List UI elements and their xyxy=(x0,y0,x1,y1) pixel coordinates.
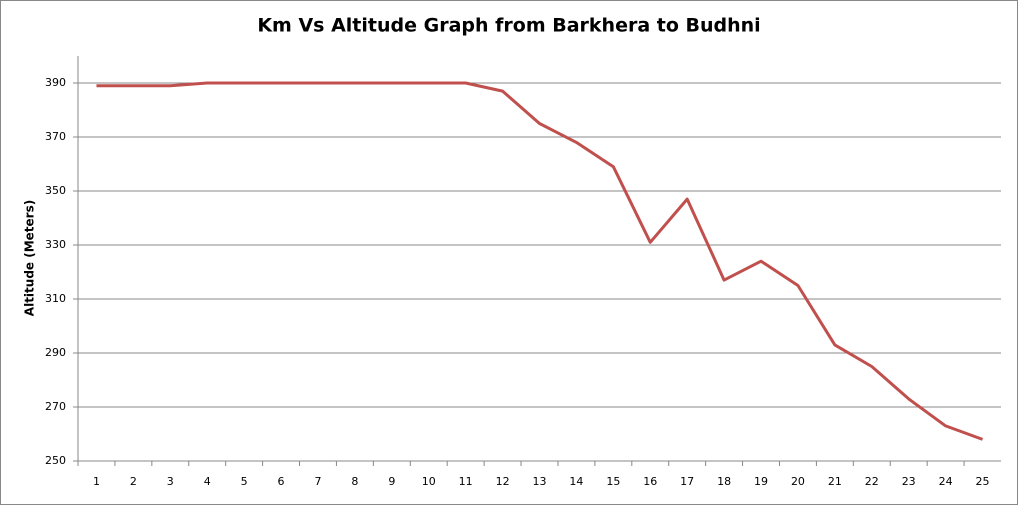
x-tick-label: 15 xyxy=(606,475,620,488)
x-tick-label: 8 xyxy=(351,475,358,488)
x-tick-label: 16 xyxy=(643,475,657,488)
y-axis-label: Altitude (Meters) xyxy=(23,200,37,316)
x-tick-label: 20 xyxy=(791,475,805,488)
x-tick-label: 6 xyxy=(278,475,285,488)
x-tick-label: 13 xyxy=(533,475,547,488)
x-tick-label: 19 xyxy=(754,475,768,488)
x-tick-label: 1 xyxy=(93,475,100,488)
x-tick-label: 3 xyxy=(167,475,174,488)
y-tick-label: 370 xyxy=(45,130,66,143)
x-tick-label: 7 xyxy=(314,475,321,488)
chart-title: Km Vs Altitude Graph from Barkhera to Bu… xyxy=(257,15,760,37)
x-tick-label: 11 xyxy=(459,475,473,488)
x-tick-label: 21 xyxy=(828,475,842,488)
x-tick-label: 10 xyxy=(422,475,436,488)
y-tick-label: 250 xyxy=(45,454,66,467)
x-tick-label: 9 xyxy=(388,475,395,488)
y-tick-label: 330 xyxy=(45,238,66,251)
x-tick-label: 14 xyxy=(569,475,583,488)
y-tick-label: 290 xyxy=(45,346,66,359)
y-tick-label: 390 xyxy=(45,76,66,89)
x-tick-label: 5 xyxy=(241,475,248,488)
data-line xyxy=(96,81,984,441)
x-tick-label: 12 xyxy=(496,475,510,488)
x-tick-label: 23 xyxy=(902,475,916,488)
y-tick-label: 310 xyxy=(45,292,66,305)
x-tick-label: 2 xyxy=(130,475,137,488)
x-tick-label: 4 xyxy=(204,475,211,488)
x-tick-label: 18 xyxy=(717,475,731,488)
y-tick-label: 350 xyxy=(45,184,66,197)
x-tick-label: 24 xyxy=(939,475,953,488)
x-tick-label: 25 xyxy=(976,475,990,488)
x-tick-label: 22 xyxy=(865,475,879,488)
y-tick-label: 270 xyxy=(45,400,66,413)
x-tick-label: 17 xyxy=(680,475,694,488)
